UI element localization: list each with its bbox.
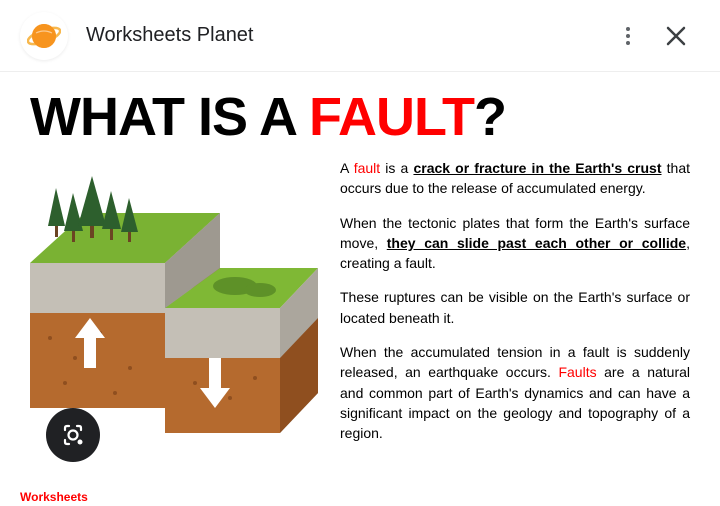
- google-lens-button[interactable]: [46, 408, 100, 462]
- content-area: A fault is a crack or fracture in the Ea…: [0, 158, 720, 458]
- brand-logo: [20, 12, 68, 60]
- camera-icon: [59, 421, 87, 449]
- app-header: Worksheets Planet: [0, 0, 720, 72]
- paragraph-1: A fault is a crack or fracture in the Ea…: [340, 158, 690, 199]
- page-title: WHAT IS A FAULT?: [0, 72, 720, 158]
- paragraph-2: When the tectonic plates that form the E…: [340, 213, 690, 274]
- fault-block-svg: [20, 158, 320, 438]
- arrow-down-icon: [195, 353, 235, 425]
- keyword-faults: Faults: [558, 364, 596, 380]
- paragraph-4: When the accumulated tension in a fault …: [340, 342, 690, 443]
- close-button[interactable]: [652, 12, 700, 60]
- more-vert-icon: [618, 26, 638, 46]
- planet-icon: [27, 19, 61, 53]
- arrow-up-icon: [70, 313, 110, 385]
- paragraph-3: These ruptures can be visible on the Ear…: [340, 287, 690, 328]
- keyword-fault: fault: [354, 160, 380, 176]
- action-phrase: they can slide past each other or collid…: [387, 235, 686, 251]
- brand-name: Worksheets Planet: [86, 24, 604, 47]
- body-text: A fault is a crack or fracture in the Ea…: [340, 158, 690, 458]
- footer-watermark: Worksheets: [20, 490, 88, 504]
- title-part3: ?: [474, 87, 506, 147]
- definition-phrase: crack or fracture in the Earth's crust: [413, 160, 661, 176]
- fault-diagram: [20, 158, 320, 458]
- title-part1: WHAT IS A: [30, 87, 309, 147]
- more-options-button[interactable]: [604, 12, 652, 60]
- close-icon: [664, 24, 688, 48]
- title-highlight: FAULT: [309, 87, 474, 147]
